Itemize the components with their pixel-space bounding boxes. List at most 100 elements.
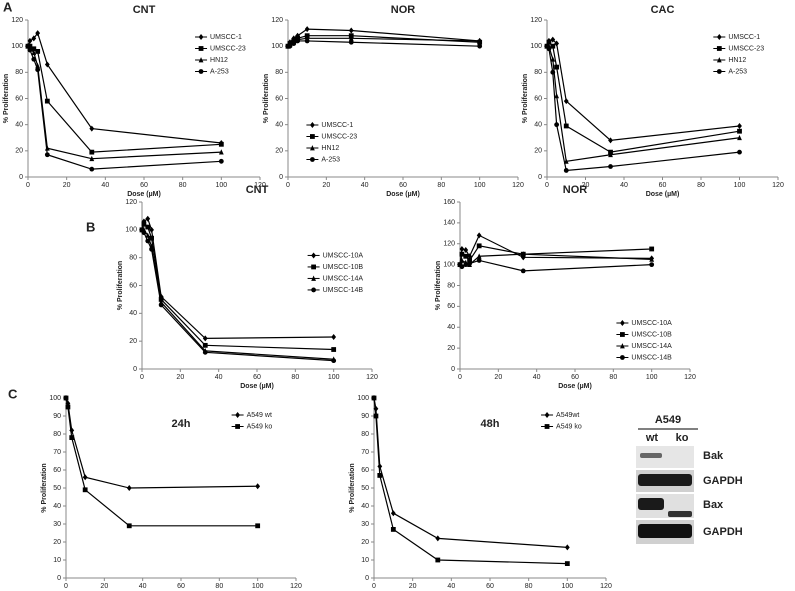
y-tick-label: 80 (15, 69, 23, 76)
y-tick-label: 60 (275, 95, 283, 102)
marker (202, 342, 208, 348)
marker (564, 544, 570, 551)
x-tick-label: 0 (140, 374, 144, 381)
legend-label: A549 ko (556, 423, 582, 430)
y-axis-label: % Proliferation (3, 74, 10, 123)
y-tick-label: 80 (275, 69, 283, 76)
marker (295, 38, 300, 44)
marker (311, 252, 316, 259)
x-tick-label: 20 (100, 583, 108, 590)
legend-label: A549 ko (247, 423, 273, 430)
panel-label: A (3, 0, 13, 14)
series-line (27, 31, 222, 144)
marker (649, 262, 655, 268)
row-label: GAPDH (703, 475, 743, 487)
marker (331, 358, 337, 364)
x-tick-label: 20 (582, 182, 590, 189)
marker (65, 404, 71, 410)
x-tick-label: 0 (64, 583, 68, 590)
marker (126, 523, 132, 529)
legend-label: A549wt (556, 412, 579, 419)
x-tick-label: 40 (139, 583, 147, 590)
marker (476, 253, 482, 259)
legend-label: HN12 (321, 145, 339, 152)
marker (649, 246, 655, 252)
series-line (65, 397, 258, 489)
x-tick-label: 0 (545, 182, 549, 189)
x-tick-label: 40 (447, 583, 455, 590)
marker (550, 43, 556, 49)
y-tick-label: 40 (275, 122, 283, 129)
blot-strip (636, 446, 694, 468)
marker (44, 98, 50, 104)
marker (546, 46, 552, 52)
marker (25, 43, 31, 49)
legend-label: HN12 (210, 57, 228, 64)
y-tick-label: 40 (15, 122, 23, 129)
series-line (288, 40, 480, 47)
y-tick-label: 50 (361, 485, 369, 492)
y-tick-label: 100 (443, 261, 455, 268)
blot-title: A549 (655, 414, 681, 426)
marker (331, 347, 337, 352)
marker (467, 261, 472, 266)
marker (149, 226, 154, 233)
x-tick-label: 60 (399, 182, 407, 189)
x-tick-label: 100 (215, 182, 227, 189)
x-tick-label: 80 (697, 182, 705, 189)
y-tick-label: 100 (11, 43, 23, 50)
marker (291, 41, 297, 46)
legend-label: UMSCC-10A (631, 320, 672, 327)
y-tick-label: 0 (19, 174, 23, 181)
x-tick-label: 20 (409, 583, 417, 590)
x-tick-label: 40 (533, 374, 541, 381)
x-tick-label: 120 (254, 182, 266, 189)
y-tick-label: 120 (530, 17, 542, 24)
marker (44, 61, 50, 68)
y-tick-label: 60 (129, 282, 137, 289)
marker (467, 258, 472, 263)
x-tick-label: 20 (63, 182, 71, 189)
marker (477, 43, 483, 49)
marker (544, 424, 550, 429)
marker (198, 69, 204, 74)
y-tick-label: 120 (271, 17, 283, 24)
y-tick-label: 80 (361, 431, 369, 438)
marker (35, 67, 41, 73)
marker (69, 435, 75, 440)
marker (459, 251, 465, 257)
legend-label: UMSCC-10A (323, 252, 364, 259)
y-axis-label: % Proliferation (522, 74, 529, 123)
panel-label: C (8, 386, 18, 401)
x-tick-label: 80 (215, 583, 223, 590)
y-tick-label: 100 (125, 227, 137, 234)
y-tick-label: 60 (53, 467, 61, 474)
y-tick-label: 120 (125, 199, 137, 206)
legend-label: UMSCC-14A (323, 275, 364, 282)
marker (716, 69, 722, 74)
series-line (141, 223, 334, 351)
y-axis-label: % Proliferation (435, 261, 442, 310)
marker (377, 473, 383, 478)
y-tick-label: 60 (361, 467, 369, 474)
marker (463, 253, 469, 259)
marker (311, 287, 316, 293)
marker (304, 38, 310, 44)
x-tick-label: 40 (215, 374, 223, 381)
marker (27, 37, 33, 44)
chart-title: 48h (481, 418, 500, 430)
x-tick-label: 100 (646, 374, 658, 381)
y-tick-label: 80 (53, 431, 61, 438)
legend-label: UMSCC-23 (728, 45, 764, 52)
y-tick-label: 140 (443, 220, 455, 227)
marker (563, 98, 569, 105)
marker (737, 149, 742, 155)
panel-label: B (86, 219, 95, 234)
marker (82, 474, 88, 481)
marker (141, 221, 147, 227)
y-tick-label: 80 (129, 255, 137, 262)
marker (311, 264, 316, 270)
y-tick-label: 100 (530, 43, 542, 50)
y-tick-label: 30 (361, 521, 369, 528)
